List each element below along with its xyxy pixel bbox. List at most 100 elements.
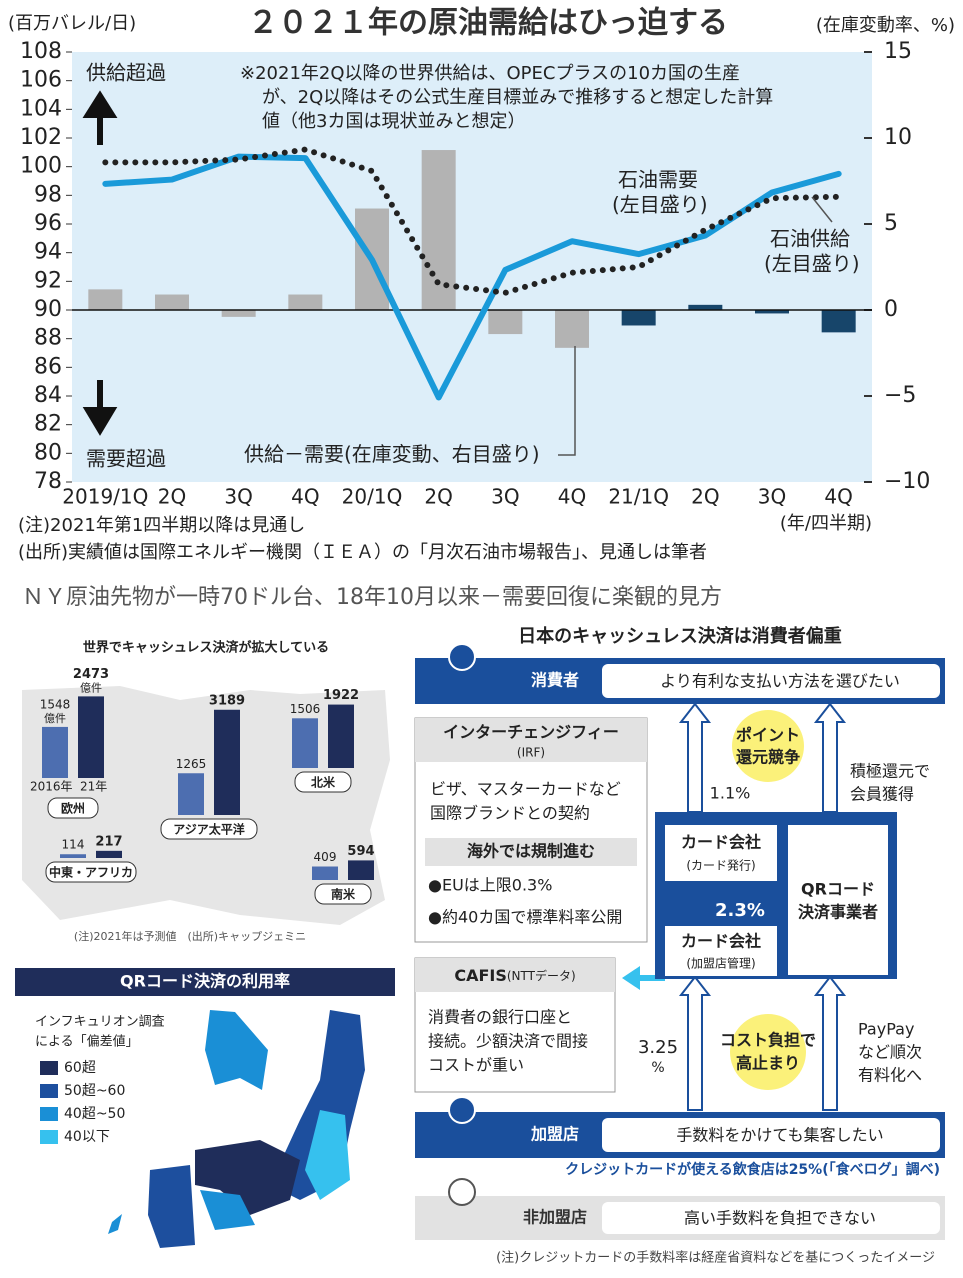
map-subtitle: による「偏差値」 <box>35 1034 139 1050</box>
region-label: 中東・アフリカ <box>49 865 133 880</box>
note: (注)クレジットカードの手数料率は経産省資料などを基につくったイメージ <box>496 1250 935 1266</box>
unit-label: 億件 <box>44 712 66 725</box>
bar <box>555 310 589 348</box>
y-tick-label: 102 <box>20 125 62 150</box>
value-label: 2473 <box>73 667 109 682</box>
non-merchant-text: 高い手数料を負担できない <box>684 1209 876 1228</box>
restaurant-note: クレジットカードが使える飲食店は25%(「食べログ」調べ) <box>565 1161 940 1178</box>
rate: 3.25 <box>638 1037 678 1058</box>
y-tick-label: 98 <box>34 182 62 207</box>
japan-map: 60超 50超~60 40超~50 40以下 <box>40 1010 365 1248</box>
x-tick-label: 3Q <box>758 485 786 509</box>
arrow-down <box>82 380 118 436</box>
bar <box>292 718 318 768</box>
bar <box>348 860 374 880</box>
cafis-title: CAFIS <box>454 966 507 985</box>
x-tick-label: 21/1Q <box>608 485 669 509</box>
series-name: 供給－需要 <box>244 442 344 466</box>
y-tick-label: 82 <box>34 412 62 437</box>
series-label: 石油需要 <box>618 168 698 192</box>
legend-swatch <box>40 1107 58 1121</box>
y2-tick-label: 5 <box>884 211 898 236</box>
cashless-chart: 1548億件2473億件欧州12653189アジア太平洋15061922北米11… <box>30 667 375 905</box>
consumer-label: 消費者 <box>531 671 579 690</box>
bar <box>312 866 338 880</box>
legend-swatch <box>40 1084 58 1098</box>
bar <box>214 709 240 815</box>
region <box>195 1140 300 1215</box>
region-box <box>47 797 99 819</box>
y-tick-label: 88 <box>34 326 62 351</box>
x-axis-label: (年/四半期) <box>780 513 872 534</box>
bar <box>421 150 456 310</box>
legend-label: 40超~50 <box>64 1106 125 1122</box>
bar <box>88 289 123 310</box>
series-label: 石油供給 <box>770 227 850 251</box>
burst <box>730 1014 806 1090</box>
bar <box>221 310 256 317</box>
bar <box>688 304 723 310</box>
series-label: (左目盛り) <box>612 193 708 217</box>
legend-label: 50超~60 <box>64 1083 125 1099</box>
region-label: 北米 <box>311 775 336 790</box>
member-text: 積極還元で <box>850 762 930 781</box>
non-merchant-label: 非加盟店 <box>523 1208 587 1227</box>
region <box>205 1010 268 1090</box>
x-tick-label: 4Q <box>558 485 586 509</box>
cafis-body: 接続。少額決済で間接 <box>428 1032 588 1051</box>
value-label: 3189 <box>209 693 245 708</box>
chart-title: ２０２１年の原油需給はひっ迫する <box>248 6 728 41</box>
y-tick-label: 78 <box>34 469 62 494</box>
person-icon <box>448 1096 476 1124</box>
map-subtitle: インフキュリオン調査 <box>35 1015 165 1030</box>
cafis-header <box>415 958 615 992</box>
consumer-box <box>602 664 940 698</box>
bar <box>78 696 104 778</box>
irf-body: 国際ブランドとの契約 <box>430 804 590 823</box>
rate: % <box>651 1060 664 1076</box>
region-label: 南米 <box>331 887 356 902</box>
x-tick-label: 2Q <box>691 485 719 509</box>
qr-box <box>788 825 888 975</box>
map-title: QRコード決済の利用率 <box>120 972 290 991</box>
acquirer-box <box>665 926 777 976</box>
y-tick-label: 86 <box>34 354 62 379</box>
paypay-text: など順次 <box>858 1043 922 1062</box>
y2-tick-label: 15 <box>884 39 912 64</box>
arrow <box>813 702 847 813</box>
region-box <box>314 883 372 905</box>
value-label: 1922 <box>323 688 359 703</box>
y2-tick-label: 10 <box>884 125 912 150</box>
y2-tick-label: 0 <box>884 297 898 322</box>
y-tick-label: 104 <box>20 96 62 121</box>
person-icon <box>448 1178 476 1206</box>
irf-subtitle: 海外では規制進む <box>467 842 595 861</box>
legend-swatch <box>40 1061 58 1075</box>
non-merchant-box <box>602 1202 940 1234</box>
region-box <box>294 771 352 793</box>
arrow <box>813 975 847 1111</box>
bar <box>821 310 856 333</box>
qr-label: 決済事業者 <box>798 903 878 922</box>
irf-header <box>415 718 647 762</box>
bar <box>288 294 323 310</box>
y-tick-label: 90 <box>34 297 62 322</box>
issuer-sub: (カード発行) <box>686 859 755 873</box>
arrow-up <box>82 90 118 145</box>
line-dotted <box>102 146 842 296</box>
series-label: (左目盛り) <box>764 252 860 276</box>
qr-label: QRコード <box>801 880 875 899</box>
footnote: (注)2021年第1四半期以降は見通し <box>18 515 305 536</box>
legend-label: 2016年 <box>30 780 73 794</box>
irf-abbr: (IRF) <box>517 746 545 760</box>
plot-background <box>72 52 872 482</box>
map-header <box>15 968 395 996</box>
legend-label: 21年 <box>80 780 107 794</box>
merchant-text: 手数料をかけても集客したい <box>676 1126 883 1145</box>
bullet: ●約40カ国で標準料率公開 <box>428 908 622 927</box>
unit-label: 億件 <box>80 681 102 694</box>
value-label: 1548 <box>40 697 71 711</box>
y2-axis-label: (在庫変動率、%) <box>816 15 955 36</box>
region-box <box>160 818 258 840</box>
value-label: 114 <box>62 838 85 852</box>
